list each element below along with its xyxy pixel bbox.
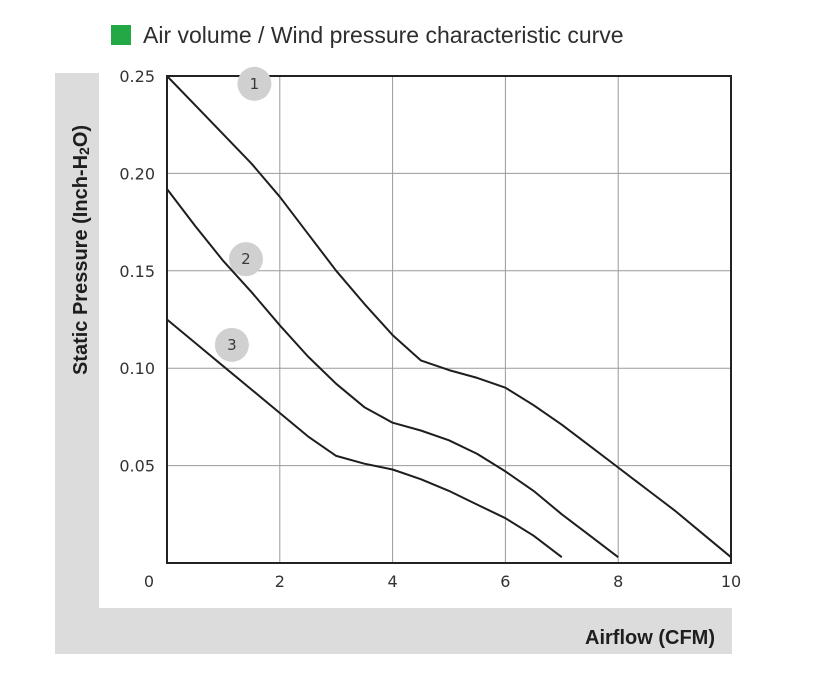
x-tick-label: 4: [388, 572, 398, 591]
x-axis-label: Airflow (CFM): [585, 627, 715, 649]
y-tick-label: 0.25: [119, 67, 155, 86]
y-axis-label-part-1: Static Pressure (Inch-H: [70, 155, 92, 375]
series-line-1: [166, 75, 732, 558]
chart-panel: [55, 73, 732, 654]
y-tick-label: 0.05: [119, 457, 155, 476]
series-group: [166, 75, 732, 558]
x-tick-labels: 0 2 4 6 8 10: [144, 572, 741, 591]
grid: [167, 76, 731, 563]
series-marker-2: [228, 242, 263, 277]
series-line-3: [166, 318, 563, 558]
y-tick-label: 0.20: [119, 164, 155, 183]
y-tick-label: 0.15: [119, 262, 155, 281]
plot-frame: [166, 75, 732, 564]
panel-left-band: [55, 73, 99, 654]
legend: Air volume / Wind pressure characteristi…: [111, 22, 624, 48]
y-axis-label-subscript: 2: [76, 147, 92, 155]
series-marker-label-3: 3: [227, 336, 237, 354]
x-tick-label: 8: [613, 572, 623, 591]
x-tick-label: 0: [144, 572, 154, 591]
series-line-2: [166, 188, 619, 558]
series-marker-3: [214, 327, 249, 362]
x-tick-label: 6: [500, 572, 510, 591]
legend-label: Air volume / Wind pressure characteristi…: [143, 21, 624, 48]
series-marker-label-2: 2: [241, 250, 251, 268]
x-tick-label: 10: [721, 572, 741, 591]
series-marker-1: [237, 66, 272, 101]
series-markers: 1 2 3: [214, 66, 272, 362]
plot-area: [99, 73, 732, 608]
y-tick-label: 0.10: [119, 359, 155, 378]
x-tick-label: 2: [275, 572, 285, 591]
y-axis-label-part-2: O): [70, 125, 92, 147]
y-tick-labels: 0.05 0.10 0.15 0.20 0.25: [119, 67, 155, 476]
legend-swatch: [111, 25, 131, 45]
series-marker-label-1: 1: [250, 75, 260, 93]
panel-bottom-band: [55, 608, 732, 654]
y-axis-label: Static Pressure (Inch-H2O): [70, 125, 92, 375]
